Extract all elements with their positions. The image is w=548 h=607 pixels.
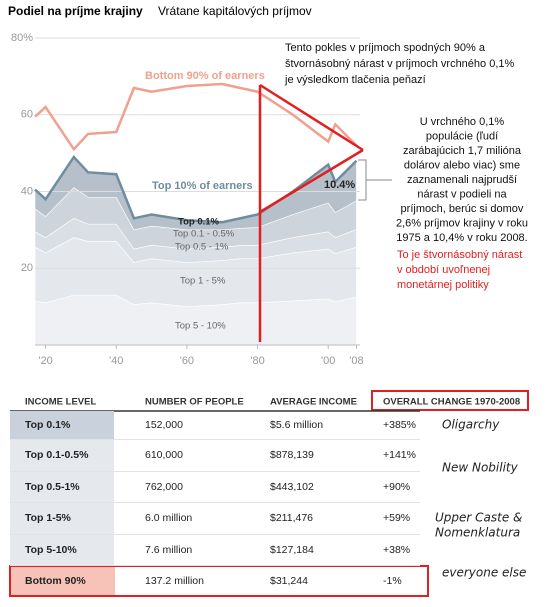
note-line: príjmoch, berúc si domov	[401, 203, 524, 215]
highlight-box	[371, 390, 529, 411]
note-line: nárast v podieli na	[417, 188, 507, 200]
handwritten-note: Upper Caste &	[435, 511, 522, 525]
table-cell: +141%	[383, 449, 416, 461]
note-line: dolárov alebo viac) sme	[404, 159, 520, 171]
cell-bg	[11, 567, 115, 595]
table-header: OVERALL CHANGE 1970-2008	[383, 397, 520, 408]
table-cell: 7.6 million	[145, 544, 192, 556]
area-label: Top 1 - 5%	[180, 276, 226, 287]
table-cell: 137.2 million	[145, 575, 204, 587]
note-line: 2,6% príjmov krajiny v roku	[396, 217, 528, 229]
area-label: Top 5 - 10%	[175, 321, 226, 332]
table-cell: $31,244	[270, 575, 308, 587]
x-tick-label: '20	[38, 355, 52, 367]
table-cell: 6.0 million	[145, 512, 192, 524]
note-line: monetárnej politiky	[397, 279, 489, 291]
handwritten-note: everyone else	[442, 566, 526, 580]
table-header: AVERAGE INCOME	[270, 397, 357, 408]
note-line: štvornásobný nárast v príjmoch vrchného …	[285, 58, 515, 70]
line-label: Top 10% of earners	[152, 180, 253, 192]
x-tick-label: '08	[349, 355, 363, 367]
subtitle: Vrátane kapitálových príjmov	[158, 4, 312, 18]
note-line: populácie (ľudí	[426, 130, 498, 142]
table-cell: +90%	[383, 481, 410, 493]
cell-bg	[10, 411, 114, 439]
handwritten-note: New Nobility	[442, 461, 519, 475]
note-line: v období uvoľnenej	[397, 264, 490, 276]
annotation: 10.4%	[324, 179, 355, 191]
y-tick-label: 80%	[11, 32, 33, 44]
title: Podiel na príjme krajiny	[8, 4, 143, 18]
table-cell: $878,139	[270, 449, 314, 461]
table-cell: +59%	[383, 512, 410, 524]
area-label: Top 0.5 - 1%	[175, 242, 229, 253]
note-line: 1975 a 10,4% v roku 2008.	[396, 232, 527, 244]
note-line: Tento pokles v príjmoch spodných 90% a	[285, 42, 486, 54]
red-triangle	[258, 83, 364, 342]
table-cell: $5.6 million	[270, 419, 323, 431]
table-cell: Top 1-5%	[25, 512, 72, 524]
x-tick-label: '60	[180, 355, 194, 367]
table-cell: $211,476	[270, 512, 313, 524]
area-label: Top 0.1%	[178, 217, 220, 228]
area-label: Top 0.1 - 0.5%	[173, 229, 235, 240]
table-cell: +385%	[383, 419, 416, 431]
x-tick-label: '80	[250, 355, 264, 367]
table-cell: Top 0.5-1%	[25, 481, 80, 493]
y-tick-label: 60	[21, 109, 33, 121]
line-label: Bottom 90% of earners	[145, 70, 265, 82]
table-cell: $127,184	[270, 544, 314, 556]
table-header: INCOME LEVEL	[25, 397, 96, 408]
table-header: NUMBER OF PEOPLE	[145, 397, 244, 408]
x-tick-label: '00	[321, 355, 335, 367]
table-cell: Top 0.1%	[25, 419, 71, 431]
table-cell: -1%	[383, 575, 402, 587]
handwritten-note: Oligarchy	[442, 418, 500, 432]
y-tick-label: 20	[21, 262, 33, 274]
note-line: To je štvornásobný nárast	[397, 249, 522, 261]
bracket	[358, 159, 392, 201]
note-line: zarábajúcich 1,7 milióna	[403, 145, 522, 157]
y-tick-label: 40	[21, 185, 33, 197]
table-cell: +38%	[383, 544, 410, 556]
table-cell: 762,000	[145, 481, 183, 493]
note-line: zaznamenali najprudší	[407, 174, 517, 186]
note-line: U vrchného 0,1%	[420, 116, 505, 128]
table-cell: Top 0.1-0.5%	[25, 449, 89, 461]
x-tick-label: '40	[109, 355, 123, 367]
line	[34, 82, 358, 152]
table-cell: Top 5-10%	[25, 544, 77, 556]
table-cell: 152,000	[145, 419, 183, 431]
note-line: je výsledkom tlačenia peňazí	[284, 74, 426, 86]
handwritten-note: Nomenklatura	[435, 526, 520, 540]
table-cell: Bottom 90%	[25, 575, 86, 587]
table-cell: $443,102	[270, 481, 314, 493]
line	[34, 154, 358, 224]
table-cell: 610,000	[145, 449, 183, 461]
